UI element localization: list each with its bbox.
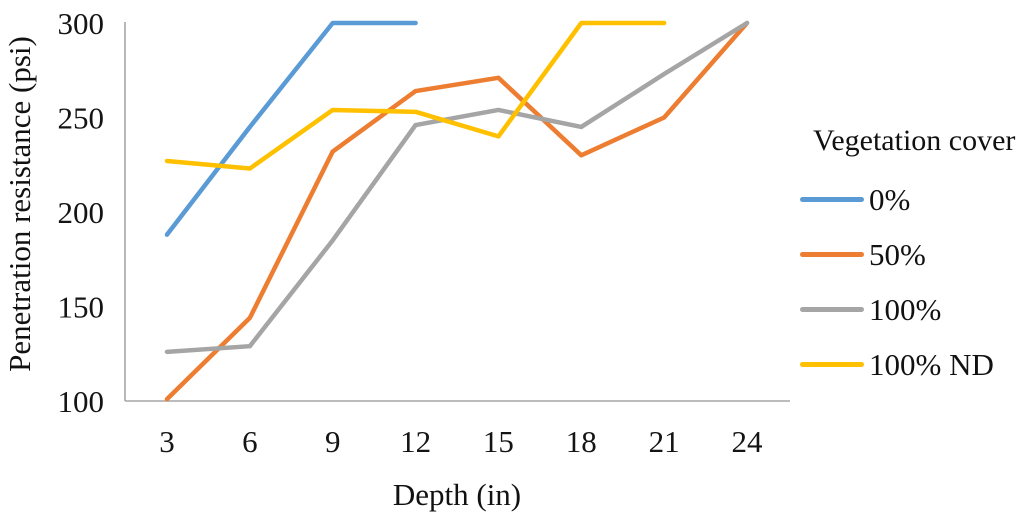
x-tick-label: 21 [649,424,680,459]
series-line-0% [164,20,418,237]
x-tick-label: 18 [566,424,597,459]
x-tick-label: 6 [242,424,258,459]
legend-label: 100% [869,291,942,327]
x-tick-label: 12 [400,424,431,459]
x-tick-label: 15 [483,424,514,459]
legend-line-swatch-0pct [800,197,864,202]
series-line-100%-nd [164,20,667,171]
y-tick-label: 150 [58,290,105,325]
legend-title: Vegetation cover [813,124,1016,157]
y-tick-label: 200 [58,195,105,230]
y-axis-title: Penetration resistance (psi) [2,36,37,372]
x-tick-label: 3 [159,424,175,459]
x-axis-title: Depth (in) [392,477,522,512]
y-tick-label: 250 [58,101,105,136]
legend-line-swatch-100pct [800,307,864,312]
y-tick-label: 300 [58,6,105,41]
legend-item-50pct: 50% [800,227,1024,282]
legend-line-swatch-50pct [800,252,864,257]
y-tick-label: 100 [58,384,105,419]
legend-line-swatch-100pct-nd [800,362,864,367]
legend-item-100pct: 100% [800,282,1024,337]
legend-label: 100% ND [869,346,994,382]
x-tick-label: 24 [732,424,764,459]
x-tick-label: 9 [325,424,341,459]
legend-item-100pct-nd: 100% ND [800,337,1024,392]
legend-item-0pct: 0% [800,172,1024,227]
legend: Vegetation cover 0% 50% 100% 100% ND [800,124,1024,392]
series-line-100% [164,20,750,355]
legend-label: 0% [869,181,911,217]
legend-label: 50% [869,236,926,272]
series-line-50% [164,20,750,402]
